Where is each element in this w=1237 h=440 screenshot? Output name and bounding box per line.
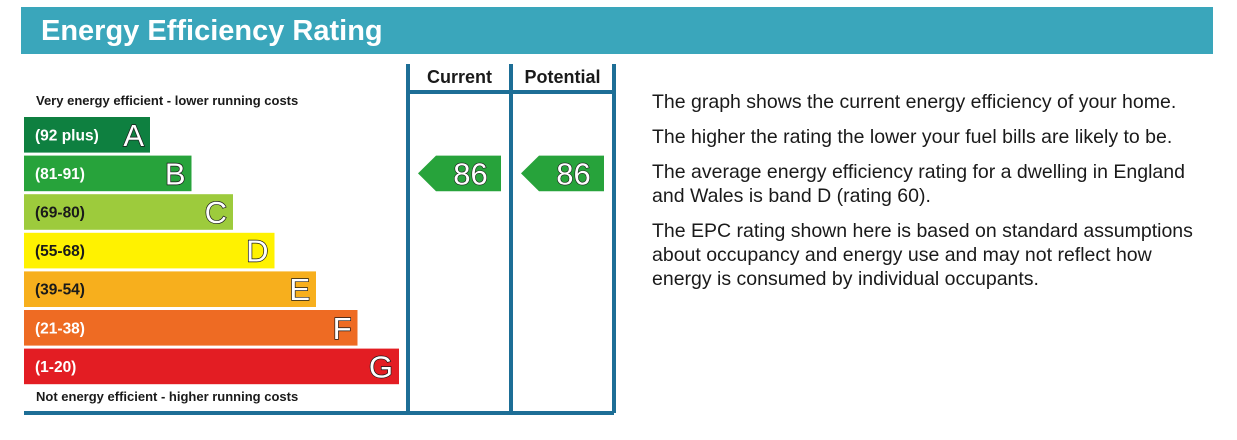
band-e: (39-54) E bbox=[24, 271, 316, 308]
epc-chart-svg: Current Potential (92 plus) A(81-91) B(69-8… bbox=[24, 64, 616, 415]
band-range-label: (92 plus) bbox=[35, 127, 99, 144]
rating-arrow-current: 86 bbox=[418, 155, 501, 192]
band-bar bbox=[24, 194, 233, 230]
band-letter: C bbox=[205, 195, 227, 230]
band-bar bbox=[24, 348, 399, 385]
band-range-label: (55-68) bbox=[35, 243, 85, 260]
rating-value: 86 bbox=[556, 156, 590, 191]
band-b: (81-91) B bbox=[24, 155, 192, 192]
band-letter: A bbox=[123, 118, 144, 153]
band-range-label: (1-20) bbox=[35, 359, 76, 376]
band-letter: G bbox=[369, 349, 393, 384]
band-range-label: (69-80) bbox=[35, 205, 85, 222]
band-a: (92 plus) A bbox=[24, 117, 150, 154]
bottom-label: Not energy efficient - higher running co… bbox=[36, 389, 298, 404]
description-paragraph: The average energy efficiency rating for… bbox=[652, 161, 1185, 207]
band-letter: F bbox=[333, 311, 352, 346]
column-header-current: Current bbox=[427, 67, 492, 87]
rating-arrow-shape bbox=[418, 155, 501, 192]
band-c: (69-80) C bbox=[24, 194, 233, 231]
band-bar bbox=[24, 310, 358, 346]
band-f: (21-38) F bbox=[24, 310, 358, 346]
band-g: (1-20) G bbox=[24, 348, 399, 385]
header-bar: Energy Efficiency Rating bbox=[21, 7, 1213, 54]
description-paragraph: The graph shows the current energy effic… bbox=[652, 91, 1177, 113]
top-label: Very energy efficient - lower running co… bbox=[36, 93, 298, 108]
band-bar bbox=[24, 117, 150, 153]
band-range-label: (39-54) bbox=[35, 282, 85, 299]
description-paragraph: The EPC rating shown here is based on st… bbox=[652, 220, 1193, 290]
epc-chart: Current Potential (92 plus) A (81-91) B (69-8… bbox=[24, 64, 616, 415]
band-bar bbox=[24, 155, 192, 192]
band-bar bbox=[24, 271, 316, 307]
description-paragraph: The higher the rating the lower your fue… bbox=[652, 126, 1173, 148]
column-header-potential: Potential bbox=[524, 67, 600, 87]
band-letter: B bbox=[165, 156, 186, 191]
band-letter: E bbox=[289, 272, 310, 307]
description: The graph shows the current energy effic… bbox=[652, 90, 1212, 302]
rating-arrow-shape bbox=[521, 155, 604, 192]
band-letter: D bbox=[246, 234, 268, 269]
band-bar bbox=[24, 232, 275, 269]
rating-arrow-potential: 86 bbox=[521, 155, 604, 192]
page-title: Energy Efficiency Rating bbox=[41, 15, 383, 47]
band-range-label: (81-91) bbox=[35, 166, 85, 183]
band-d: (55-68) D bbox=[24, 232, 275, 269]
rating-value: 86 bbox=[453, 156, 487, 191]
band-range-label: (21-38) bbox=[35, 320, 85, 337]
